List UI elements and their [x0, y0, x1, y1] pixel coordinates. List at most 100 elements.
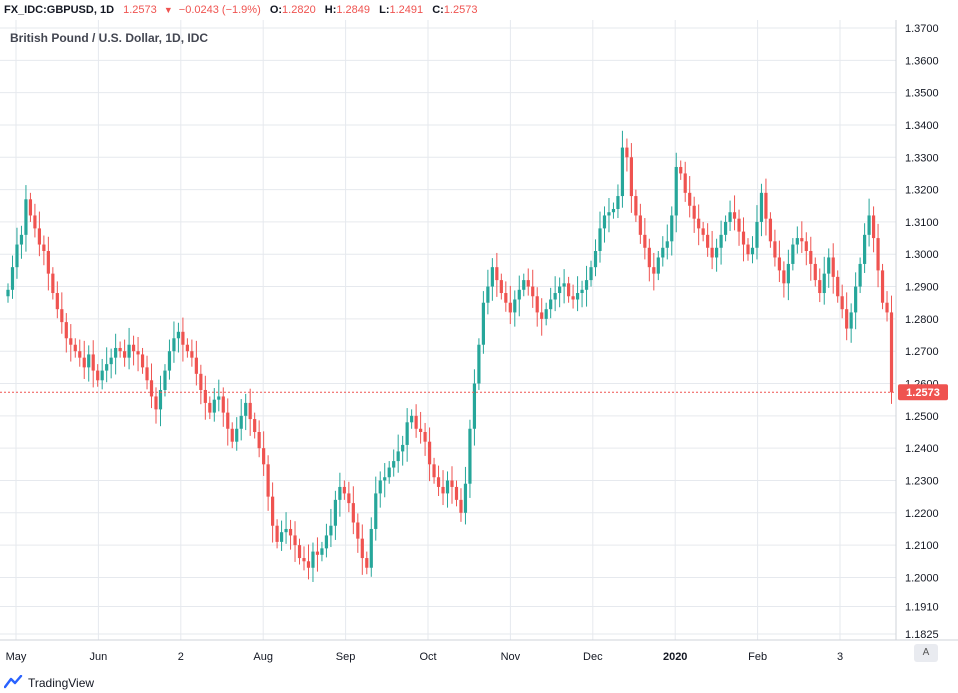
candle-body	[324, 535, 329, 549]
candle-body	[463, 483, 468, 513]
candle-body	[607, 212, 611, 216]
candle-body	[64, 322, 68, 339]
candle-body	[275, 525, 279, 542]
candle-body	[266, 464, 270, 497]
candle-body	[768, 218, 773, 242]
candle-body	[611, 208, 616, 213]
candle-body	[149, 380, 154, 397]
candle-body	[584, 280, 589, 290]
candle-body	[190, 351, 194, 358]
y-tick-label: 1.3600	[905, 55, 939, 67]
candle-body	[674, 166, 678, 216]
candle-body	[315, 551, 320, 555]
candle-body	[217, 396, 221, 400]
svg-text:1.2573: 1.2573	[906, 387, 940, 399]
tradingview-logo-icon[interactable]	[4, 675, 24, 689]
candle-body	[419, 428, 423, 432]
y-tick-label: 1.3700	[905, 23, 939, 35]
candle-body	[436, 477, 441, 487]
y-tick-label: 1.2100	[905, 540, 939, 552]
candle-body	[800, 238, 804, 242]
tradingview-brand[interactable]: TradingView	[28, 676, 95, 690]
price-chart[interactable]: 1.3700 1.3600 1.3500 1.3400 1.3300 1.3200 1.31…	[0, 0, 958, 671]
legend-bar: FX_IDC:GBPUSD, 1D 1.2573 ▼ −0.0243 (−1.9…	[0, 0, 958, 20]
candle-body	[840, 296, 844, 310]
candle-body	[562, 283, 566, 287]
candle-body	[567, 283, 571, 297]
candle-body	[176, 331, 181, 339]
x-tick-label: 3	[837, 651, 843, 663]
y-tick-label: 1.3000	[905, 249, 939, 261]
candle-body	[706, 234, 710, 248]
candle-body	[262, 448, 266, 465]
candle-body	[598, 228, 602, 252]
candle-body	[60, 309, 64, 323]
last-price: 1.2573	[123, 4, 157, 16]
candle-body	[100, 370, 104, 381]
candle-body	[728, 212, 732, 222]
candle-body	[329, 525, 333, 536]
y-tick-label: 1.2000	[905, 572, 939, 584]
candle-body	[876, 238, 880, 271]
candle-body	[683, 173, 687, 193]
candle-body	[741, 231, 746, 245]
candle-body	[540, 312, 544, 319]
candle-body	[374, 493, 378, 529]
candle-body	[481, 302, 485, 345]
candle-body	[755, 221, 759, 248]
candle-body	[320, 548, 324, 555]
candle-body	[867, 215, 871, 235]
candle-body	[338, 486, 342, 500]
candle-body	[432, 464, 436, 478]
y-tick-label: 1.2500	[905, 411, 939, 423]
candle-body	[854, 286, 858, 313]
close-value: 1.2573	[443, 4, 478, 16]
candle-body	[360, 538, 364, 559]
candle-body	[423, 432, 427, 442]
candle-body	[306, 561, 311, 568]
candle-body	[167, 351, 172, 371]
candle-body	[526, 280, 530, 287]
y-tick-label: 1.3500	[905, 88, 939, 100]
y-tick-label: 1.2800	[905, 314, 939, 326]
open-label: O:	[269, 4, 283, 16]
candle-body	[688, 192, 692, 206]
candle-body	[356, 522, 360, 539]
candle-body	[82, 357, 86, 368]
candle-body	[777, 257, 781, 271]
candle-body	[643, 234, 647, 248]
candle-body	[692, 205, 696, 219]
candle-body	[580, 289, 584, 294]
candle-body	[55, 293, 59, 310]
candle-body	[804, 241, 808, 252]
candle-body	[140, 354, 145, 368]
candle-body	[889, 312, 894, 393]
candle-body	[194, 357, 198, 374]
candle-body	[513, 299, 517, 313]
candle-body	[472, 383, 477, 429]
y-tick-label: 1.3400	[905, 120, 939, 132]
candle-body	[715, 247, 719, 258]
x-tick-label: Sep	[336, 651, 356, 663]
candle-body	[342, 486, 346, 494]
candle-body	[477, 344, 481, 384]
candle-body	[858, 263, 862, 287]
candle-body	[199, 373, 203, 390]
candle-body	[701, 228, 705, 235]
x-tick-label: Dec	[583, 651, 603, 663]
candle-body	[880, 270, 885, 303]
candle-body	[105, 364, 109, 371]
candle-body	[634, 196, 638, 216]
x-tick-label: May	[6, 651, 27, 663]
candle-body	[746, 244, 750, 255]
symbol-label[interactable]: FX_IDC:GBPUSD, 1D	[4, 4, 115, 16]
candle-body	[271, 496, 275, 526]
candle-body	[28, 199, 33, 216]
candle-body	[697, 218, 701, 229]
candle-body	[172, 338, 176, 352]
x-tick-label: 2	[178, 651, 184, 663]
auto-scale-button[interactable]: A	[914, 644, 938, 662]
candle-body	[24, 199, 28, 235]
candle-body	[831, 257, 835, 277]
candle-body	[69, 338, 73, 345]
